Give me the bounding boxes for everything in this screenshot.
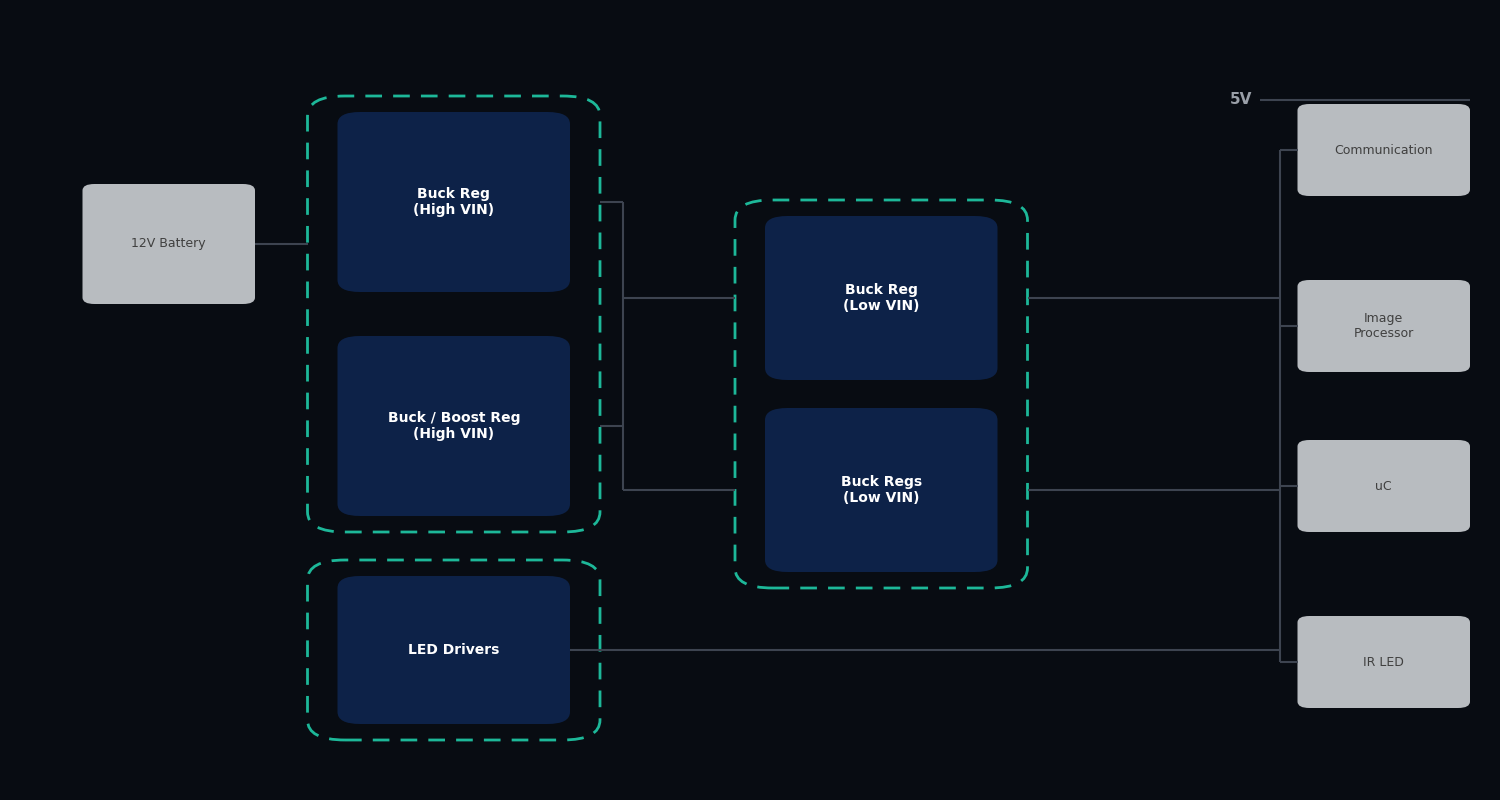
Text: Buck / Boost Reg
(High VIN): Buck / Boost Reg (High VIN): [387, 411, 520, 441]
Text: Communication: Communication: [1335, 143, 1432, 157]
FancyBboxPatch shape: [1298, 440, 1470, 532]
Text: LED Drivers: LED Drivers: [408, 643, 500, 657]
FancyBboxPatch shape: [82, 184, 255, 304]
FancyBboxPatch shape: [1298, 616, 1470, 708]
FancyBboxPatch shape: [338, 336, 570, 516]
Text: IR LED: IR LED: [1364, 655, 1404, 669]
Text: Buck Regs
(Low VIN): Buck Regs (Low VIN): [840, 475, 922, 505]
FancyBboxPatch shape: [338, 576, 570, 724]
FancyBboxPatch shape: [338, 112, 570, 292]
FancyBboxPatch shape: [1298, 104, 1470, 196]
Text: Buck Reg
(Low VIN): Buck Reg (Low VIN): [843, 283, 920, 313]
FancyBboxPatch shape: [765, 408, 998, 572]
Text: 5V: 5V: [1230, 93, 1252, 107]
Text: Image
Processor: Image Processor: [1353, 312, 1414, 340]
Text: Buck Reg
(High VIN): Buck Reg (High VIN): [413, 187, 495, 217]
FancyBboxPatch shape: [1298, 280, 1470, 372]
FancyBboxPatch shape: [765, 216, 998, 380]
Text: 12V Battery: 12V Battery: [132, 238, 206, 250]
Text: uC: uC: [1376, 479, 1392, 493]
